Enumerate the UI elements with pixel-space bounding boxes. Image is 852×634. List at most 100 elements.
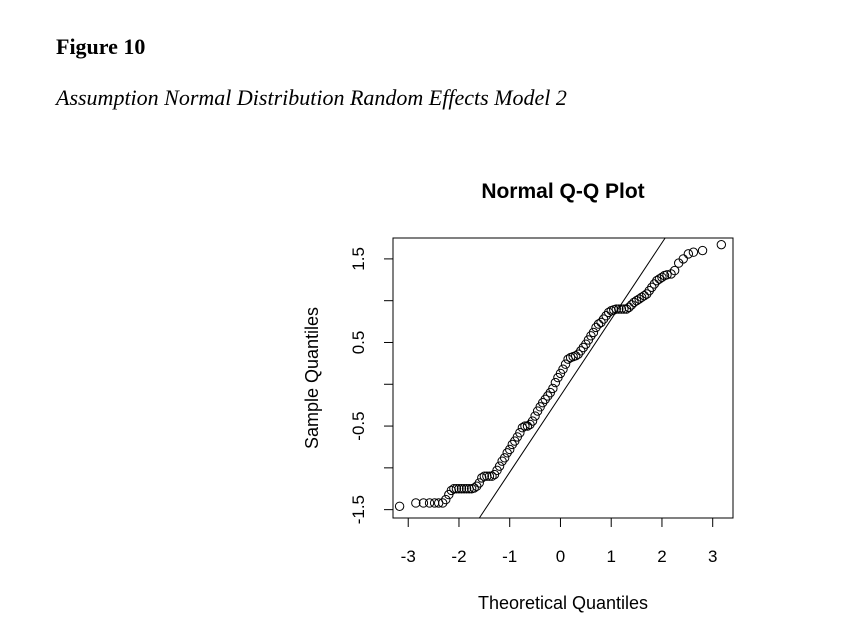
qq-point [666, 269, 676, 279]
y-tick-label: 1.5 [349, 247, 368, 271]
y-tick-label: 0.5 [349, 331, 368, 355]
qq-point [616, 304, 627, 314]
qq-point [634, 294, 644, 304]
qq-point [560, 359, 571, 369]
qq-point [543, 391, 553, 401]
qq-point [662, 270, 672, 280]
x-axis-label: Theoretical Quantiles [478, 593, 648, 613]
qq-point [484, 471, 495, 481]
figure-title: Assumption Normal Distribution Random Ef… [56, 85, 567, 110]
qq-point [570, 351, 581, 361]
points-layer [394, 239, 727, 511]
qq-point [438, 498, 448, 508]
qq-point [619, 304, 629, 314]
qq-point [451, 484, 462, 494]
reference-line [478, 237, 666, 519]
qq-point [522, 421, 533, 431]
qq-point [454, 484, 464, 494]
qq-point [517, 423, 528, 433]
chart-title: Normal Q-Q Plot [481, 180, 644, 203]
qq-point [441, 494, 451, 505]
qq-point [494, 461, 505, 471]
qq-point [598, 314, 609, 324]
qq-point [446, 485, 457, 496]
qq-point [418, 498, 429, 508]
qq-point [654, 274, 665, 284]
qq-point [469, 483, 479, 493]
qq-point [652, 275, 662, 286]
qq-point [538, 397, 548, 408]
x-tick-label: 2 [657, 547, 666, 566]
qq-point [563, 354, 573, 364]
qq-point [636, 292, 647, 303]
qq-point [449, 484, 459, 494]
qq-point [456, 484, 467, 494]
qq-point [576, 346, 586, 356]
qq-point [669, 265, 680, 276]
x-axis: -3 -2 -1 0 1 2 3 [401, 517, 717, 566]
qq-point [586, 331, 596, 341]
qq-point [624, 302, 634, 313]
qq-point [540, 394, 550, 405]
qq-point [479, 471, 490, 481]
qq-point [487, 471, 497, 481]
qq-point [697, 245, 708, 256]
qq-point [649, 279, 660, 289]
qq-point [642, 289, 652, 299]
y-axis: -1.5 -0.5 0.5 1.5 [349, 247, 394, 524]
qq-point [548, 383, 558, 394]
qq-point [472, 481, 482, 491]
qq-point [525, 419, 535, 430]
qq-point [459, 484, 469, 494]
qq-point [520, 421, 530, 431]
qq-point [505, 444, 515, 455]
qq-point [461, 484, 472, 494]
x-tick-label: 1 [606, 547, 615, 566]
x-tick-label: -3 [401, 547, 416, 566]
qq-point [644, 285, 654, 296]
qq-point [593, 319, 604, 329]
y-tick-label: -0.5 [349, 411, 368, 440]
qq-point [614, 304, 624, 314]
qq-point [527, 416, 538, 426]
qq-point [657, 272, 667, 282]
qq-point [716, 239, 727, 250]
qq-point [530, 411, 540, 421]
qq-point [507, 439, 517, 450]
qq-point [588, 327, 599, 338]
y-tick-label: -1.5 [349, 495, 368, 524]
qq-point [629, 297, 639, 308]
qq-point [482, 471, 492, 481]
qq-point [502, 448, 512, 458]
qq-point [678, 254, 688, 264]
qq-point [601, 311, 611, 321]
x-tick-label: 0 [556, 547, 565, 566]
qq-point [647, 282, 657, 293]
x-tick-label: -1 [502, 547, 517, 566]
x-tick-label: 3 [708, 547, 717, 566]
qq-point [499, 453, 510, 463]
qq-point [474, 478, 484, 488]
plot-frame [392, 237, 734, 519]
qq-point [515, 428, 525, 438]
qq-point [688, 247, 699, 257]
y-axis-label: Sample Quantiles [302, 307, 322, 449]
qq-point [631, 295, 642, 306]
qq-point [596, 317, 606, 328]
qq-point [558, 364, 568, 374]
x-tick-label: -2 [451, 547, 466, 566]
qq-point [394, 501, 405, 511]
qq-point [611, 304, 621, 314]
qq-point [573, 349, 583, 359]
qq-point [411, 498, 421, 508]
qq-point [497, 456, 507, 466]
qq-point [550, 377, 561, 388]
qq-point [424, 498, 435, 508]
qq-point [603, 307, 614, 318]
qq-point [578, 342, 588, 353]
qq-point [683, 249, 694, 259]
qq-point [591, 322, 601, 333]
qq-point [477, 473, 487, 483]
figure-label: Figure 10 [56, 34, 146, 59]
